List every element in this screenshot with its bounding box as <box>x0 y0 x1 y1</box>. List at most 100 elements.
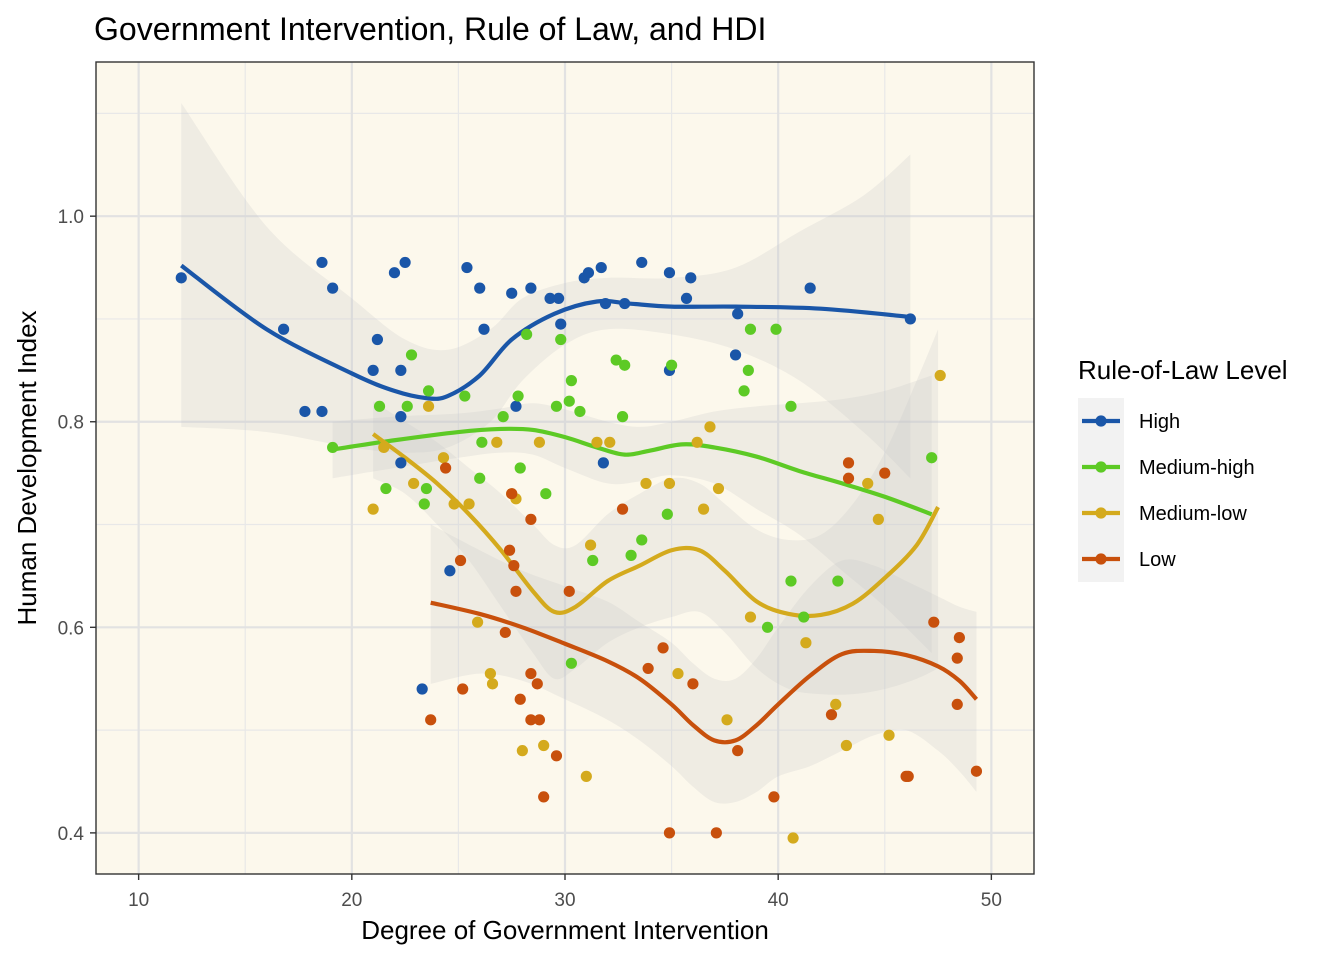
point-high <box>685 272 697 284</box>
point-low <box>842 457 855 469</box>
point-low <box>514 693 526 705</box>
point-medium-high <box>401 400 413 412</box>
point-medium-low <box>367 503 379 515</box>
point-medium-high <box>665 359 678 371</box>
point-low <box>732 745 744 757</box>
point-medium-low <box>787 832 799 844</box>
point-low <box>970 765 983 777</box>
point-low <box>440 462 452 474</box>
point-medium-high <box>555 333 567 346</box>
point-medium-high <box>373 400 386 412</box>
point-medium-low <box>486 678 499 690</box>
point-medium-high <box>832 575 844 587</box>
x-tick-label: 40 <box>768 890 789 911</box>
point-medium-high <box>785 575 797 587</box>
point-high <box>619 297 631 310</box>
trend-line-medium-high <box>332 426 933 517</box>
point-medium-high <box>422 385 435 397</box>
x-tick-label: 50 <box>981 890 1002 911</box>
point-high <box>663 267 676 279</box>
x-axis-ticks: 10 20 30 40 50 <box>128 874 1002 911</box>
point-high <box>732 308 744 320</box>
point-low <box>425 714 437 726</box>
legend: Rule-of-Law Level High Medium-high Medium-… <box>1078 355 1288 582</box>
point-medium-high <box>661 508 673 520</box>
point-low <box>951 698 963 711</box>
point-medium-low <box>862 477 874 490</box>
point-high <box>904 313 916 325</box>
x-tick-label: 30 <box>554 890 575 911</box>
point-low <box>503 544 516 556</box>
point-medium-low <box>516 745 528 757</box>
point-medium-low <box>883 729 895 741</box>
major-gridlines <box>96 62 1034 874</box>
point-medium-low <box>448 498 460 510</box>
point-low <box>842 472 855 484</box>
point-low <box>499 626 511 639</box>
point-high <box>525 282 537 294</box>
point-medium-low <box>712 482 725 495</box>
point-medium-high <box>744 323 757 335</box>
point-medium-low <box>422 400 435 412</box>
point-medium-high <box>380 482 392 495</box>
point-high <box>278 323 290 335</box>
point-high <box>461 261 473 274</box>
point-high <box>478 323 490 335</box>
point-high <box>395 411 407 423</box>
y-axis-title: Human Development Index <box>12 310 42 625</box>
point-medium-low <box>538 739 550 752</box>
confidence-band-medium-low <box>373 329 939 695</box>
y-tick-label: 1.0 <box>58 207 84 228</box>
point-high <box>555 318 567 330</box>
point-low <box>825 709 838 721</box>
point-medium-low <box>471 616 484 628</box>
legend-key-point-medium-low <box>1095 507 1107 519</box>
point-medium-high <box>459 390 471 402</box>
point-medium-low <box>872 513 884 525</box>
point-medium-high <box>616 411 629 423</box>
trend-line-high <box>180 263 911 401</box>
trend-line-low <box>430 600 979 745</box>
point-high <box>599 297 612 310</box>
point-high <box>595 261 607 274</box>
point-medium-low <box>663 477 676 490</box>
trend-line-medium-low <box>371 432 940 619</box>
point-low <box>928 616 940 628</box>
point-low <box>687 678 699 690</box>
point-high <box>544 292 556 305</box>
point-medium-low <box>744 611 757 623</box>
point-medium-high <box>636 534 648 546</box>
point-high <box>367 364 379 376</box>
point-medium-high <box>587 554 599 567</box>
point-medium-high <box>327 441 339 454</box>
y-tick-label: 0.4 <box>58 824 85 845</box>
point-medium-high <box>742 364 754 376</box>
legend-key-point-high <box>1095 415 1107 427</box>
point-medium-low <box>491 436 503 448</box>
y-tick-label: 0.8 <box>58 413 84 434</box>
point-high <box>582 267 595 279</box>
point-medium-high <box>565 657 577 669</box>
point-low <box>454 554 467 567</box>
point-medium-high <box>785 400 797 412</box>
point-low <box>525 513 537 525</box>
point-medium-high <box>926 452 938 464</box>
legend-title: Rule-of-Law Level <box>1078 355 1288 385</box>
point-low <box>508 560 520 572</box>
point-medium-high <box>550 400 563 412</box>
point-high <box>506 287 518 299</box>
point-low <box>879 467 891 479</box>
point-low <box>550 750 563 762</box>
point-high <box>444 565 456 577</box>
point-medium-low <box>840 739 853 752</box>
point-medium-high <box>574 405 586 418</box>
point-medium-high <box>418 498 430 510</box>
point-medium-high <box>474 472 486 484</box>
point-low <box>951 652 963 664</box>
point-medium-low <box>580 770 592 782</box>
point-low <box>953 631 965 644</box>
point-low <box>457 683 469 695</box>
point-medium-high <box>514 462 526 474</box>
x-tick-label: 20 <box>341 890 362 911</box>
